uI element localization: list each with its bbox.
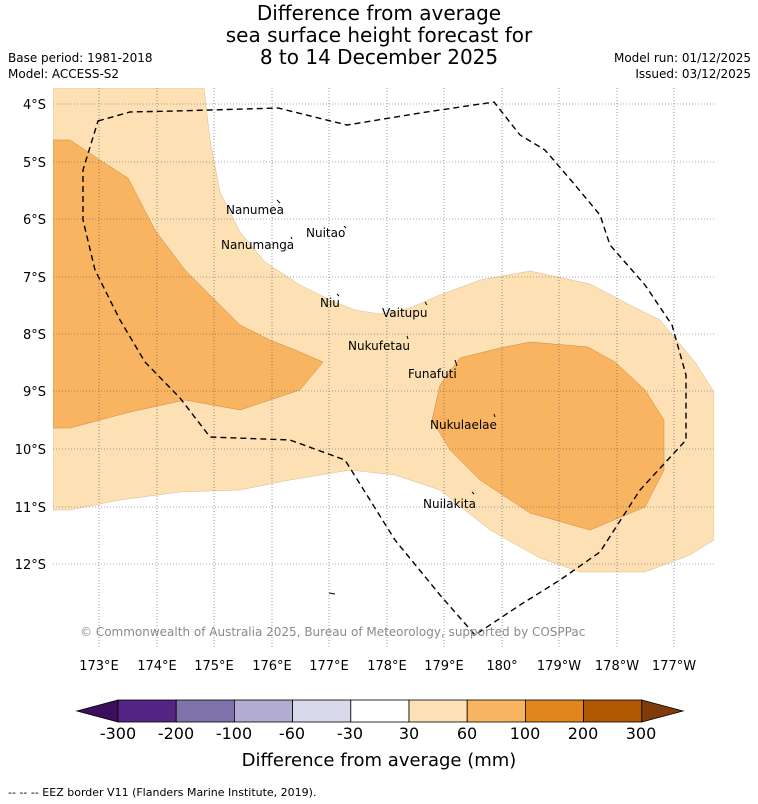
title-line-2: sea surface height forecast for — [225, 23, 533, 47]
lon-label: 178°E — [367, 659, 407, 674]
colorbar-segment — [525, 699, 585, 723]
colorbar-tick: 200 — [567, 724, 599, 743]
model-name: Model: ACCESS-S2 — [8, 67, 120, 81]
lon-label: 177°W — [652, 659, 696, 674]
model-run: Model run: 01/12/2025 — [613, 51, 751, 65]
island-label-nukufetau: Nukufetau — [348, 339, 410, 353]
colorbar-tick: -200 — [157, 724, 195, 743]
lat-label: 12°S — [15, 558, 46, 573]
lon-label: 180° — [486, 659, 517, 674]
lon-label: 178°W — [595, 659, 639, 674]
colorbar-tick: 300 — [625, 724, 657, 743]
map-grid — [53, 88, 714, 648]
colorbar-tick: -30 — [336, 724, 364, 743]
colorbar — [75, 699, 685, 723]
lon-label: 177°E — [309, 659, 349, 674]
title-line-3: 8 to 14 December 2025 — [259, 45, 499, 69]
colorbar-arrow-low — [75, 699, 119, 723]
base-period: Base period: 1981-2018 — [8, 51, 153, 65]
colorbar-tick: -60 — [278, 724, 306, 743]
colorbar-segment — [350, 699, 410, 723]
colorbar-title: Difference from average (mm) — [241, 750, 517, 771]
colorbar-tick: 100 — [509, 724, 541, 743]
eez-legend: -- -- -- EEZ border V11 (Flanders Marine… — [8, 786, 317, 799]
lon-label: 174°E — [137, 659, 177, 674]
lon-label: 175°E — [194, 659, 234, 674]
contour-60-100-west — [53, 139, 324, 429]
island-label-funafuti: Funafuti — [408, 367, 457, 381]
colorbar-segment — [292, 699, 352, 723]
island-label-nanumea: Nanumea — [226, 203, 284, 217]
colorbar-arrow-high — [641, 699, 685, 723]
colorbar-segment — [233, 699, 293, 723]
island-label-nanumanga: Nanumanga — [221, 238, 294, 252]
lat-label: 8°S — [23, 328, 46, 343]
colorbar-tick: -300 — [99, 724, 137, 743]
colorbar-segment — [408, 699, 468, 723]
colorbar-tick: -100 — [215, 724, 253, 743]
lon-label: 176°E — [252, 659, 292, 674]
colorbar-segment — [175, 699, 235, 723]
colorbar-segment — [583, 699, 643, 723]
contour-60-100-east — [431, 341, 665, 531]
colorbar-segment — [466, 699, 526, 723]
colorbar-tick: 30 — [398, 724, 420, 743]
copyright-notice: © Commonwealth of Australia 2025, Bureau… — [80, 625, 585, 639]
island-label-nuitao: Nuitao — [306, 226, 345, 240]
title-line-1: Difference from average — [256, 1, 502, 25]
island-label-nukulaelae: Nukulaelae — [430, 418, 497, 432]
lat-label: 4°S — [23, 98, 46, 113]
colorbar-tick: 60 — [456, 724, 478, 743]
sea-level-map: Nanumea Nuitao Nanumanga Niu Vaitupu Nuk… — [15, 88, 714, 674]
island-label-niu: Niu — [320, 296, 340, 310]
lon-label: 173°E — [79, 659, 119, 674]
island-label-vaitupu: Vaitupu — [382, 306, 428, 320]
island-markers — [276, 199, 496, 595]
lon-label: 179°W — [537, 659, 581, 674]
island-label-nuilakita: Nuilakita — [423, 497, 476, 511]
lat-label: 5°S — [23, 156, 46, 171]
lat-label: 9°S — [23, 385, 46, 400]
lat-label: 10°S — [15, 443, 46, 458]
lat-label: 7°S — [23, 271, 46, 286]
colorbar-segment — [117, 699, 177, 723]
lat-label: 6°S — [23, 213, 46, 228]
issued-date: Issued: 03/12/2025 — [635, 67, 751, 81]
lat-label: 11°S — [15, 501, 46, 516]
eez-border — [82, 101, 687, 636]
lon-label: 179°E — [424, 659, 464, 674]
